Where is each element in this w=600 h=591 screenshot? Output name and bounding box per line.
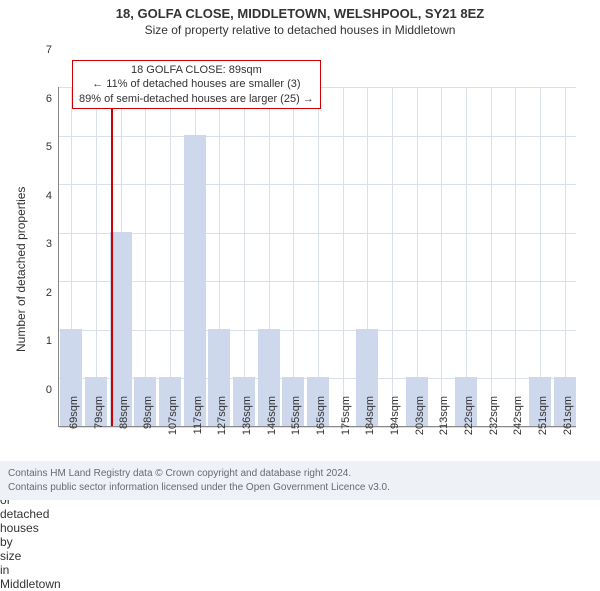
vgridline [417,87,418,426]
callout-line2: ← 11% of detached houses are smaller (3) [79,77,314,91]
vgridline [293,87,294,426]
xtick-label: 79sqm [93,396,105,429]
vgridline [170,87,171,426]
xtick-label: 107sqm [167,396,179,435]
chart-subtitle: Size of property relative to detached ho… [0,21,600,37]
xtick-label: 136sqm [241,396,253,435]
xtick-label: 222sqm [463,396,475,435]
ytick-label: 6 [36,93,52,105]
ytick-label: 5 [36,141,52,153]
footer-line1: Contains HM Land Registry data © Crown c… [8,467,592,481]
xtick-label: 213sqm [438,396,450,435]
vgridline [343,87,344,426]
ytick-label: 4 [36,190,52,202]
vgridline [318,87,319,426]
bar [184,135,206,426]
ytick-label: 3 [36,238,52,250]
xtick-label: 203sqm [414,396,426,435]
xtick-label: 98sqm [142,396,154,429]
vgridline [145,87,146,426]
ytick-label: 2 [36,287,52,299]
vgridline [466,87,467,426]
callout-line3: 89% of semi-detached houses are larger (… [79,92,314,106]
xtick-label: 146sqm [266,396,278,435]
xtick-label: 155sqm [290,396,302,435]
xtick-label: 117sqm [192,396,204,434]
xtick-label: 251sqm [537,396,549,435]
y-axis-label: Number of detached properties [14,187,28,352]
xtick-label: 184sqm [364,396,376,435]
ytick-label: 0 [36,384,52,396]
vgridline [491,87,492,426]
plot-area [58,87,576,427]
xtick-label: 175sqm [340,396,352,435]
vgridline [244,87,245,426]
xtick-label: 165sqm [315,396,327,435]
xtick-label: 69sqm [68,396,80,429]
callout-line1: 18 GOLFA CLOSE: 89sqm [79,63,314,77]
xtick-label: 242sqm [512,396,524,435]
footer: Contains HM Land Registry data © Crown c… [0,461,600,500]
ytick-label: 1 [36,335,52,347]
chart-title: 18, GOLFA CLOSE, MIDDLETOWN, WELSHPOOL, … [0,0,600,21]
vgridline [515,87,516,426]
xtick-label: 232sqm [488,396,500,435]
footer-line2: Contains public sector information licen… [8,481,592,495]
callout-box: 18 GOLFA CLOSE: 89sqm ← 11% of detached … [72,60,321,109]
vgridline [540,87,541,426]
xtick-label: 88sqm [118,396,130,429]
vgridline [441,87,442,426]
xtick-label: 261sqm [562,396,574,435]
marker-line [111,87,113,426]
ytick-label: 7 [36,44,52,56]
xtick-label: 127sqm [216,396,228,435]
vgridline [392,87,393,426]
vgridline [96,87,97,426]
xtick-label: 194sqm [389,396,401,435]
vgridline [565,87,566,426]
